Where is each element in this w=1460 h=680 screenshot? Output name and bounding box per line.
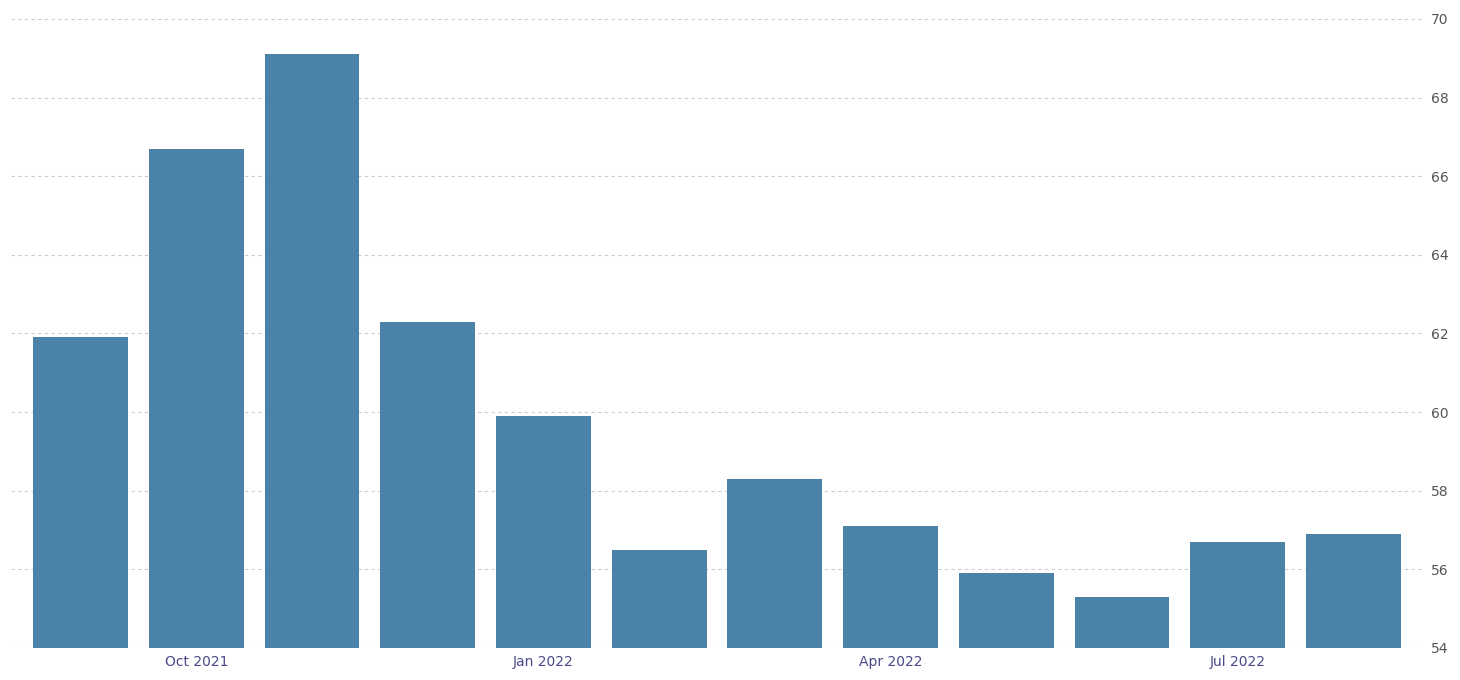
Bar xyxy=(1190,542,1285,680)
Bar xyxy=(34,337,128,680)
Bar xyxy=(380,322,474,680)
Bar xyxy=(149,149,244,680)
Bar xyxy=(727,479,822,680)
Bar xyxy=(264,54,359,680)
Bar xyxy=(842,526,937,680)
Bar xyxy=(959,573,1054,680)
Bar xyxy=(612,549,707,680)
Bar xyxy=(496,416,591,680)
Bar xyxy=(1305,534,1400,680)
Bar xyxy=(1075,597,1169,680)
